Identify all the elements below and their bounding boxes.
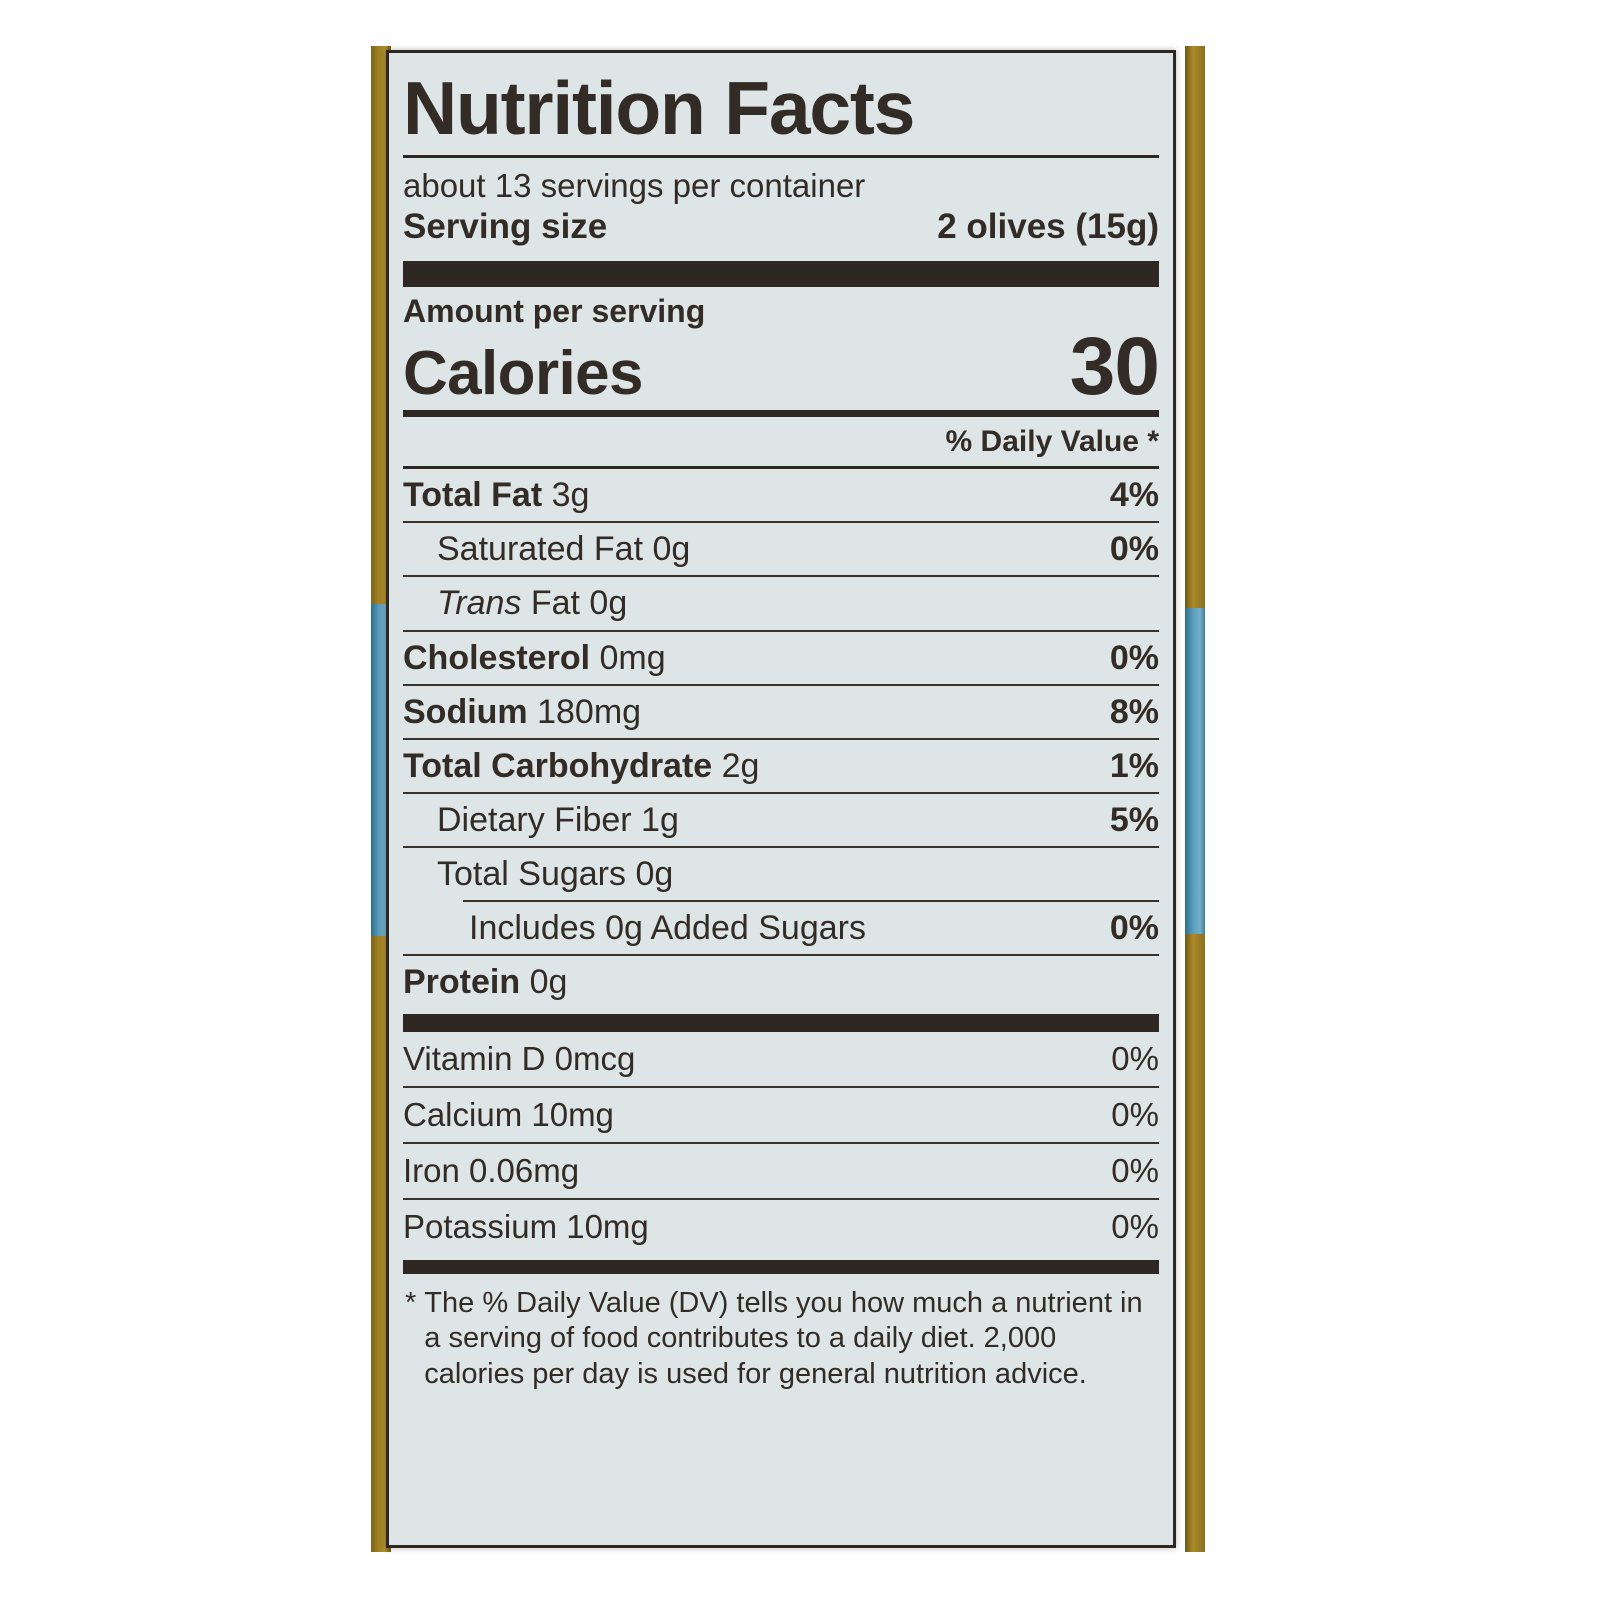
calories-value: 30 — [1069, 320, 1160, 412]
nutrient-row-total-carbohydrate: Total Carbohydrate 2g 1% — [403, 740, 1159, 792]
total-sugars-label: Total Sugars 0g — [437, 854, 674, 893]
calcium-dv: 0% — [1111, 1096, 1159, 1134]
divider-under-title — [403, 154, 1159, 158]
total-fat-dv: 4% — [1109, 476, 1159, 515]
divider-row — [403, 845, 1159, 848]
cholesterol-label: Cholesterol 0mg — [403, 638, 666, 677]
dietary-fiber-dv: 5% — [1109, 800, 1159, 839]
sodium-label: Sodium 180mg — [403, 692, 642, 731]
saturated-fat-label: Saturated Fat 0g — [437, 530, 691, 569]
footnote-asterisk: * — [405, 1287, 417, 1320]
nutrient-row-dietary-fiber: Dietary Fiber 1g 5% — [403, 794, 1159, 846]
nutrient-row-saturated-fat: Saturated Fat 0g 0% — [403, 523, 1159, 575]
nutrient-row-cholesterol: Cholesterol 0mg 0% — [403, 632, 1159, 684]
nutrient-row-added-sugars: Includes 0g Added Sugars 0% — [403, 902, 1159, 954]
dietary-fiber-label: Dietary Fiber 1g — [437, 800, 679, 839]
nutrient-row-total-fat: Total Fat 3g 4% — [403, 469, 1159, 521]
serving-size-row: Serving size 2 olives (15g) — [403, 205, 1159, 257]
divider-row — [403, 791, 1159, 794]
servings-per-container: about 13 servings per container — [403, 166, 866, 204]
amount-per-serving-label: Amount per serving — [403, 292, 706, 329]
divider-row — [403, 575, 1159, 578]
footnote-text: The % Daily Value (DV) tells you how muc… — [424, 1287, 1143, 1390]
serving-size-value: 2 olives (15g) — [937, 206, 1159, 246]
daily-value-header: % Daily Value * — [945, 425, 1159, 459]
nutrient-row-trans-fat: Trans Fat 0g — [403, 577, 1159, 629]
protein-label: Protein 0g — [403, 963, 568, 1001]
divider-under-calories — [403, 410, 1159, 418]
added-sugars-label: Includes 0g Added Sugars — [469, 908, 866, 947]
divider-row — [403, 629, 1159, 632]
micronutrient-row-vitamin-d: Vitamin D 0mcg 0% — [403, 1032, 1159, 1086]
saturated-fat-dv: 0% — [1109, 530, 1159, 569]
divider-row — [403, 1198, 1159, 1201]
total-carbohydrate-label: Total Carbohydrate 2g — [403, 746, 760, 785]
potassium-label: Potassium 10mg — [403, 1208, 649, 1246]
micronutrient-row-potassium: Potassium 10mg 0% — [403, 1200, 1159, 1254]
serving-size-label: Serving size — [403, 206, 608, 246]
divider-thick-above-micronutrients — [403, 1014, 1159, 1033]
sodium-dv: 8% — [1109, 692, 1159, 731]
divider-row — [403, 1142, 1159, 1145]
added-sugars-dv: 0% — [1109, 908, 1159, 947]
divider-row-indented — [463, 899, 1159, 902]
calcium-label: Calcium 10mg — [403, 1096, 614, 1134]
total-carbohydrate-dv: 1% — [1109, 746, 1159, 785]
micronutrient-row-calcium: Calcium 10mg 0% — [403, 1088, 1159, 1142]
nutrition-facts-title: Nutrition Facts — [403, 66, 915, 150]
package-right-teal-band — [1185, 608, 1205, 934]
total-fat-label: Total Fat 3g — [403, 476, 590, 515]
divider-row — [403, 1086, 1159, 1089]
iron-dv: 0% — [1111, 1152, 1159, 1190]
vitamin-d-label: Vitamin D 0mcg — [403, 1040, 636, 1078]
trans-fat-label: Trans Fat 0g — [437, 584, 628, 623]
calories-label: Calories — [403, 339, 643, 409]
nutrient-row-sodium: Sodium 180mg 8% — [403, 686, 1159, 738]
iron-label: Iron 0.06mg — [403, 1152, 580, 1190]
divider-row — [403, 683, 1159, 686]
cholesterol-dv: 0% — [1109, 638, 1159, 677]
calories-row: Calories 30 — [403, 320, 1160, 412]
micronutrient-row-iron: Iron 0.06mg 0% — [403, 1144, 1159, 1198]
daily-value-footnote: * The % Daily Value (DV) tells you how m… — [403, 1274, 1159, 1392]
vitamin-d-dv: 0% — [1111, 1040, 1159, 1078]
divider-under-dv-header — [403, 466, 1159, 470]
nutrition-facts-panel: Nutrition Facts about 13 servings per co… — [386, 50, 1176, 1548]
divider-thick-above-footnote — [403, 1260, 1159, 1275]
divider-row — [403, 954, 1159, 956]
divider-thick-above-calories — [403, 260, 1159, 287]
potassium-dv: 0% — [1111, 1208, 1159, 1246]
nutrient-row-protein: Protein 0g — [403, 956, 1159, 1008]
nutrient-row-total-sugars: Total Sugars 0g — [403, 848, 1159, 900]
divider-row — [403, 521, 1159, 524]
divider-row — [403, 737, 1159, 740]
